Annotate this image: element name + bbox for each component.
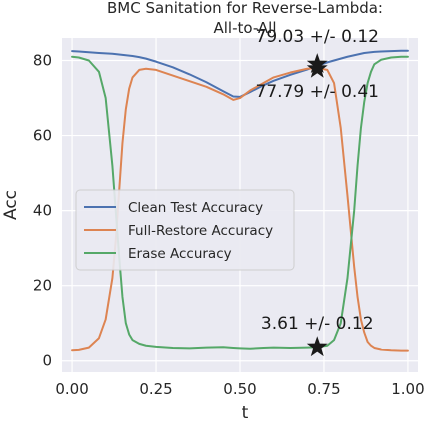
x-tick-label: 0.25	[139, 380, 172, 398]
legend-label-2: Erase Accuracy	[128, 246, 232, 262]
y-axis-label: Acc	[1, 190, 21, 220]
markers	[306, 53, 328, 357]
x-tick-label: 0.50	[223, 380, 256, 398]
annotation-0: 79.03 +/- 0.12	[256, 27, 379, 47]
x-tick-label: 0.00	[55, 380, 88, 398]
legend-box	[75, 189, 295, 271]
chart-title-line-1: BMC Sanitation for Reverse-Lambda:	[107, 0, 383, 17]
annotation-1: 77.79 +/- 0.41	[256, 82, 379, 102]
legend-label-1: Full-Restore Accuracy	[128, 223, 273, 239]
y-tick-label: 80	[33, 52, 52, 70]
x-axis-label: t	[242, 403, 249, 422]
chart-title-line-2: All-to-All	[213, 19, 276, 37]
x-tick-label: 0.75	[307, 380, 340, 398]
y-tick-label: 60	[33, 127, 52, 145]
y-tick-label: 20	[33, 277, 52, 295]
annotations: 79.03 +/- 0.12 77.79 +/- 0.41 3.61 +/- 0.1…	[256, 27, 379, 334]
annotation-2: 3.61 +/- 0.12	[261, 314, 374, 334]
star-marker-1	[306, 57, 328, 78]
tick-labels: 0.00 0.25 0.50 0.75 1.00 0 20 40 60 80	[33, 52, 425, 398]
x-tick-label: 1.00	[391, 380, 424, 398]
y-tick-label: 40	[33, 202, 52, 220]
star-marker-2	[306, 336, 328, 357]
y-tick-label: 0	[42, 352, 52, 370]
legend-label-0: Clean Test Accuracy	[128, 200, 263, 216]
legend: Clean Test Accuracy Full-Restore Accuracy…	[75, 189, 295, 271]
